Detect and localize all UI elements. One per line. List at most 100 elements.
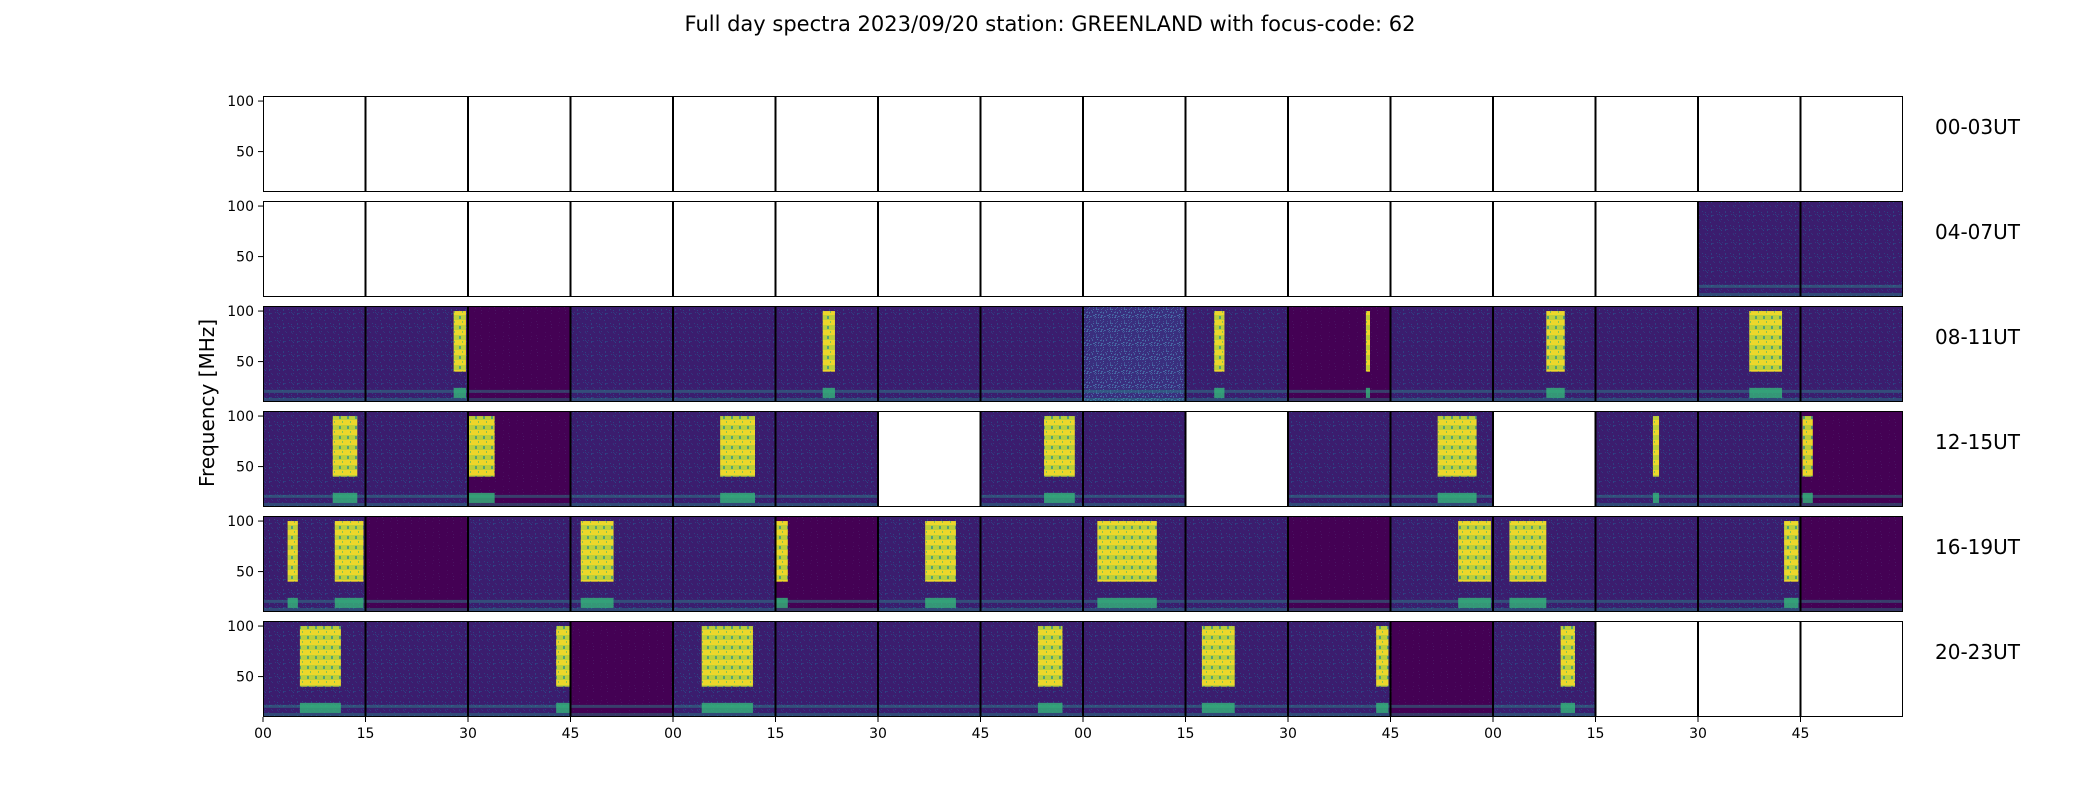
burst-band <box>720 416 755 477</box>
interference-band <box>1185 599 1288 603</box>
interference-band <box>1390 397 1493 402</box>
interference-band <box>1288 599 1391 603</box>
interference-band <box>263 607 366 612</box>
panel-frame <box>570 516 673 612</box>
spectrum-panel <box>1288 96 1391 192</box>
spectrum-panel <box>1083 411 1186 507</box>
spectrum-background <box>1800 306 1903 402</box>
panel-frame <box>365 306 468 402</box>
interference-band <box>570 712 673 717</box>
empty-panel-fill <box>878 411 981 507</box>
y-tick-label: 50 <box>236 355 254 371</box>
panel-frame <box>570 201 673 297</box>
x-tick-label: 15 <box>1177 726 1195 742</box>
burst-band-low <box>1509 597 1547 608</box>
spectrum-panel <box>570 96 673 192</box>
spectrum-panel <box>570 411 673 507</box>
empty-panel-fill <box>1185 201 1288 297</box>
spectrum-panel <box>365 621 468 717</box>
burst-band-low <box>1214 387 1225 398</box>
panel-frame <box>365 96 468 192</box>
x-tick-label: 30 <box>869 726 887 742</box>
panel-frame <box>263 621 366 717</box>
spectrum-background <box>980 306 1083 402</box>
interference-band <box>263 494 366 498</box>
empty-panel-fill <box>1288 201 1391 297</box>
spectrum-background <box>468 516 571 612</box>
spectrum-panel <box>775 516 878 612</box>
spectrum-panel <box>263 621 366 717</box>
burst-band-low <box>287 597 298 608</box>
burst-band <box>299 626 341 687</box>
burst-band <box>1437 416 1477 477</box>
interference-band <box>673 599 776 603</box>
burst-band-low <box>1546 387 1565 398</box>
spectrum-background <box>775 516 878 612</box>
spectrum-panel <box>365 306 468 402</box>
interference-band <box>1698 599 1801 603</box>
burst-band-low <box>1802 492 1813 503</box>
spectrum-panel <box>468 411 571 507</box>
panel-frame <box>263 516 366 612</box>
burst-band-low <box>1749 387 1783 398</box>
burst-band-low <box>701 702 753 713</box>
panel-frame <box>673 621 776 717</box>
interference-band <box>1083 712 1186 717</box>
empty-panel-fill <box>468 96 571 192</box>
spectrum-background <box>365 411 468 507</box>
panel-frame <box>1185 411 1288 507</box>
interference-band <box>775 502 878 507</box>
interference-band <box>878 389 981 393</box>
spectrum-panel <box>1390 516 1493 612</box>
spectrum-background <box>980 621 1083 717</box>
spectrum-panel <box>673 621 776 717</box>
interference-band <box>468 704 571 708</box>
spectra-row <box>263 621 1903 717</box>
spectrum-panel <box>673 411 776 507</box>
spectrum-panel <box>365 516 468 612</box>
spectrum-background <box>1083 306 1186 402</box>
interference-band <box>365 704 468 708</box>
x-tick-label: 45 <box>972 726 990 742</box>
interference-band <box>1390 712 1493 717</box>
panel-frame <box>1185 516 1288 612</box>
interference-band <box>1288 397 1391 402</box>
interference-band <box>775 397 878 402</box>
interference-band <box>1595 389 1698 393</box>
empty-panel-fill <box>980 96 1083 192</box>
panel-frame <box>365 411 468 507</box>
spectrum-panel <box>980 306 1083 402</box>
panel-frame <box>468 96 571 192</box>
spectrum-panel <box>1083 96 1186 192</box>
x-tick-label: 00 <box>254 726 272 742</box>
spectrum-panel <box>263 516 366 612</box>
spectrum-background <box>775 621 878 717</box>
panel-frame <box>468 411 571 507</box>
y-tick-label: 100 <box>227 304 254 320</box>
panel-frame <box>1595 621 1698 717</box>
spectrum-background <box>673 306 776 402</box>
burst-band-low <box>1097 597 1157 608</box>
interference-band <box>1288 607 1391 612</box>
empty-panel-fill <box>1595 201 1698 297</box>
panel-frame <box>1800 306 1903 402</box>
burst-band <box>468 416 495 477</box>
interference-band <box>1800 607 1903 612</box>
panel-frame <box>980 411 1083 507</box>
spectrum-panel <box>1185 516 1288 612</box>
spectrum-panel <box>1390 411 1493 507</box>
panel-frame <box>878 201 981 297</box>
interference-band <box>468 502 571 507</box>
spectrum-panel <box>1083 516 1186 612</box>
interference-band <box>1083 607 1186 612</box>
spectrum-panel <box>365 411 468 507</box>
empty-panel-fill <box>1185 96 1288 192</box>
spectrum-panel <box>1800 201 1903 297</box>
interference-band <box>1800 292 1903 297</box>
burst-band-low <box>453 387 466 398</box>
burst-band <box>580 521 614 582</box>
empty-panel-fill <box>1698 621 1801 717</box>
interference-band <box>1595 502 1698 507</box>
interference-band <box>673 712 776 717</box>
burst-band <box>1365 311 1370 372</box>
